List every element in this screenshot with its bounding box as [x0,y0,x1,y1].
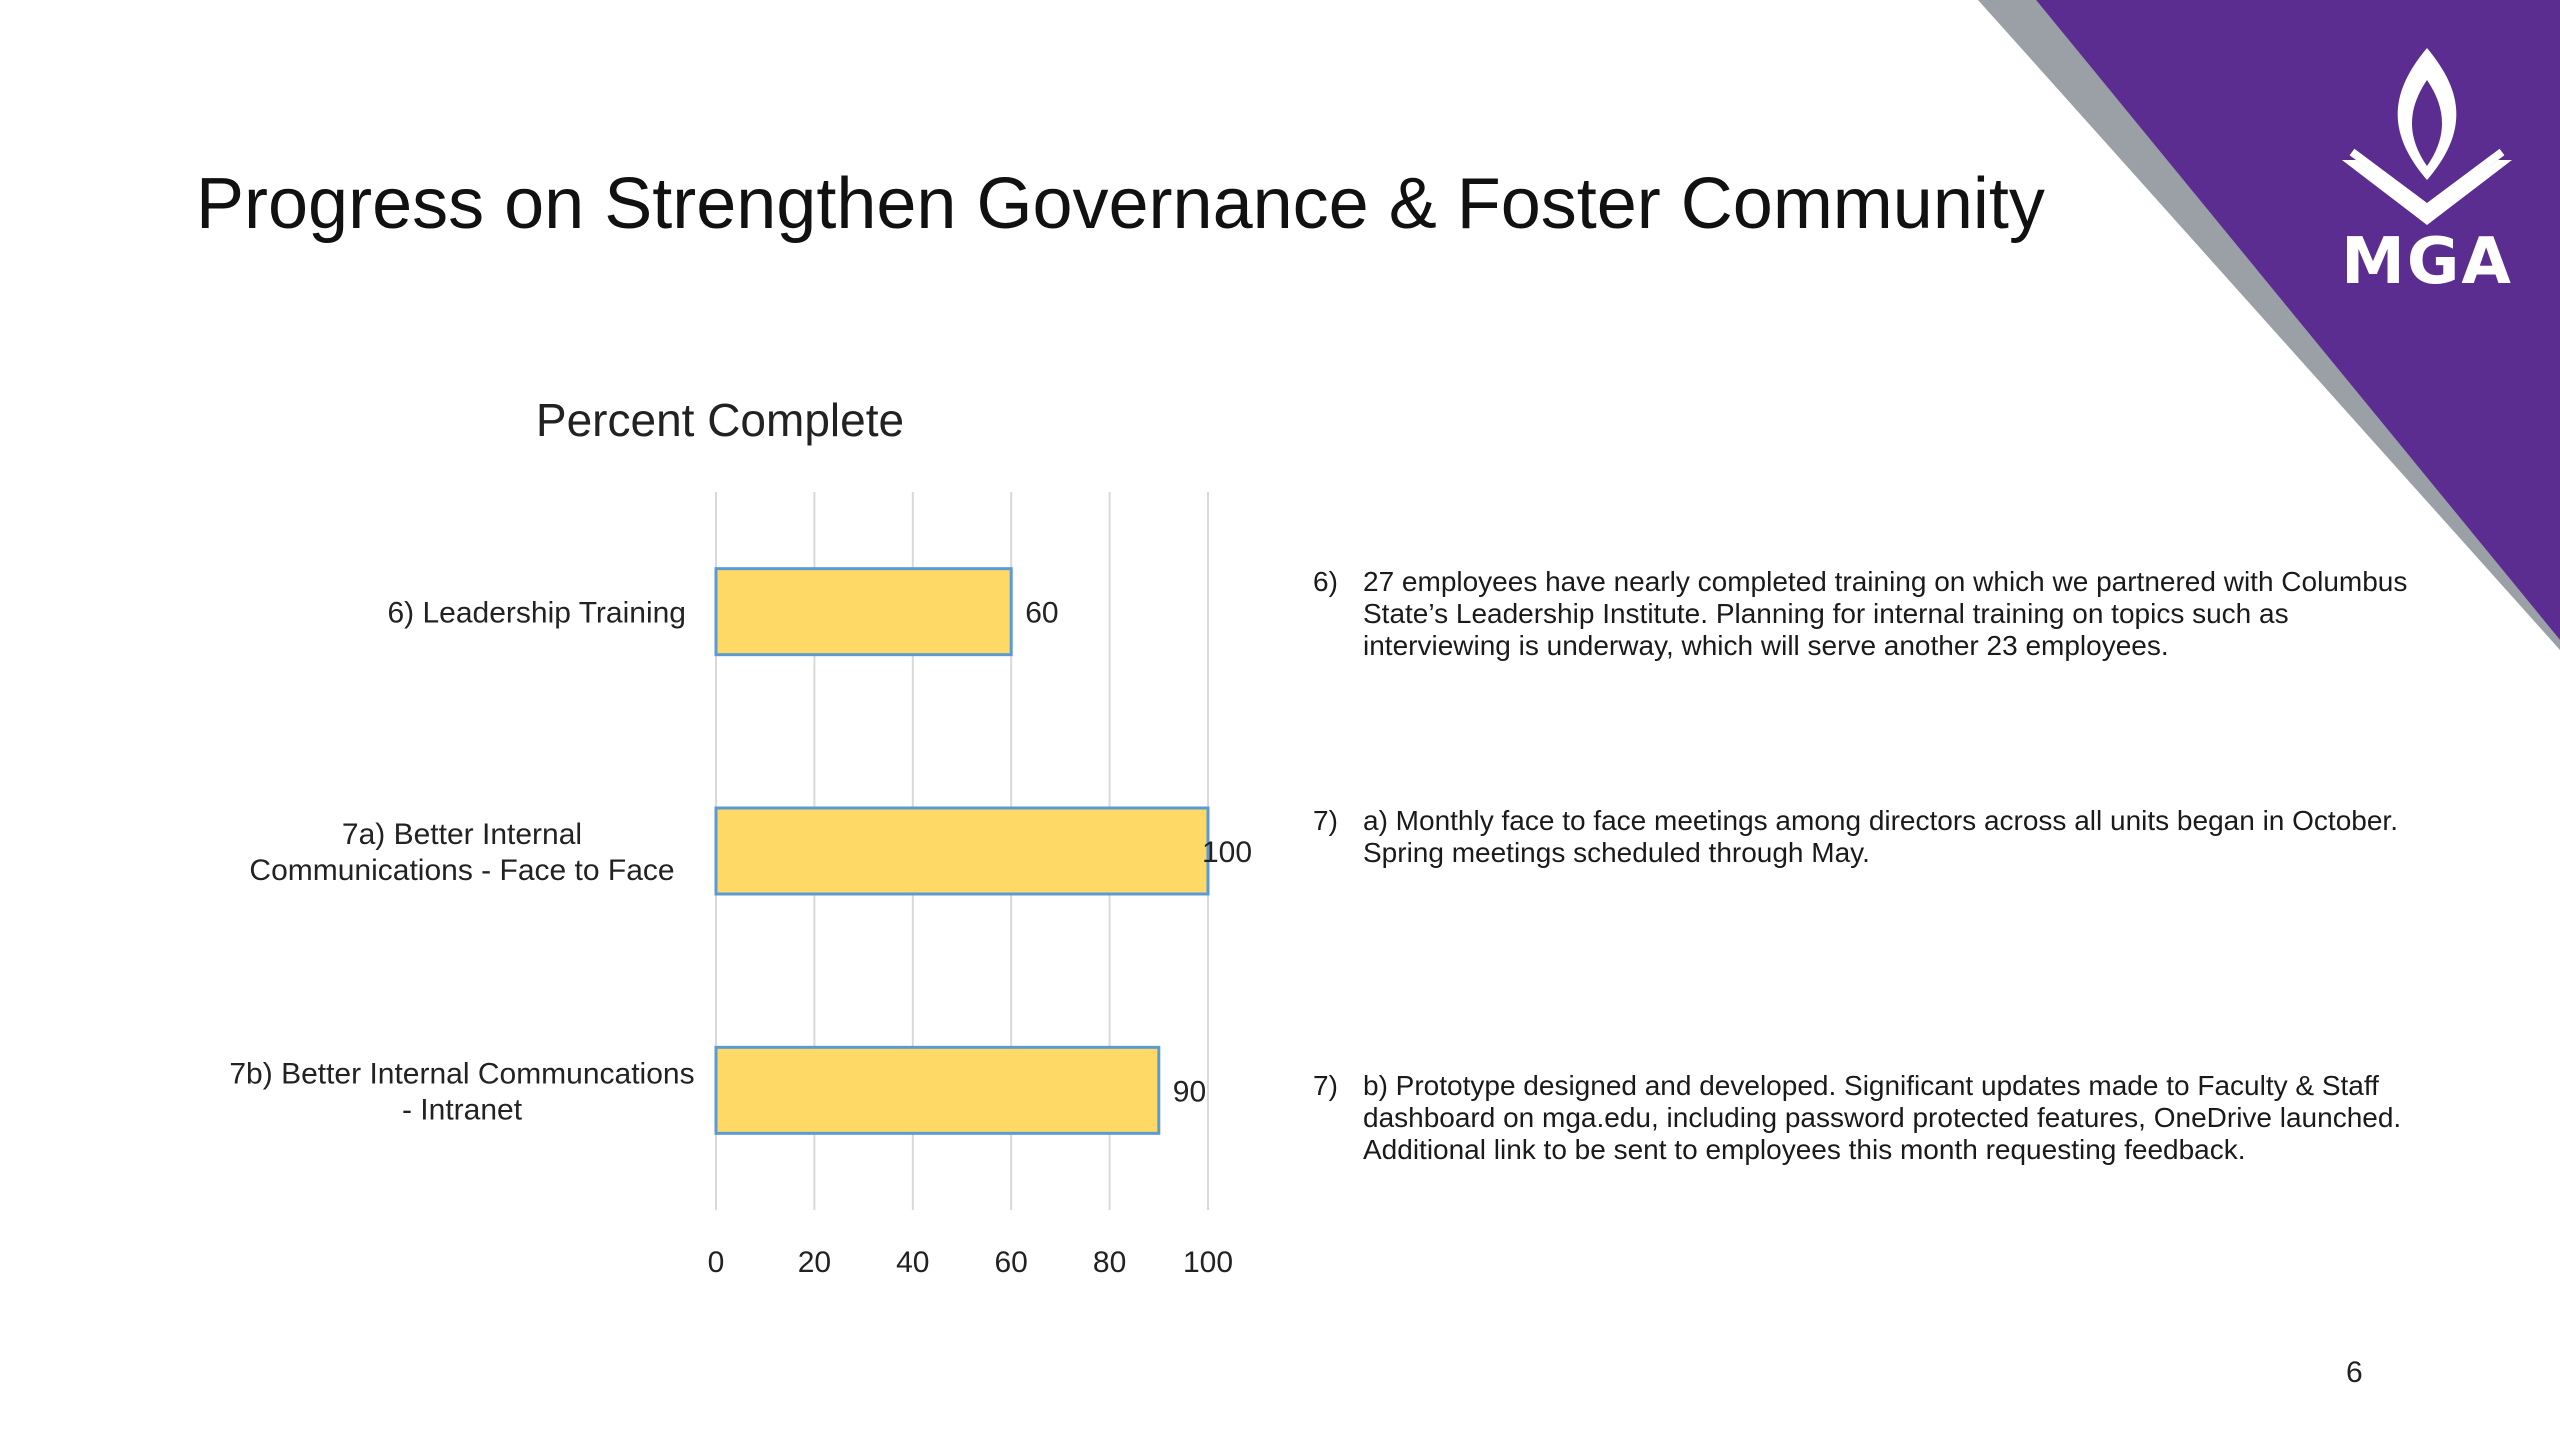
note-number: 6) [1313,566,1338,597]
data-label: 90 [1173,1075,1206,1108]
category-label-line: 7b) Better Internal Communcations [229,1057,694,1090]
x-tick-label: 0 [708,1246,725,1279]
x-tick-label: 40 [896,1246,929,1279]
x-tick-label: 60 [995,1246,1028,1279]
data-label: 60 [1025,597,1058,630]
logo-text: MGA [2341,225,2513,299]
note-text: b) Prototype designed and developed. Sig… [1363,1070,2402,1165]
category-label-line: Communications - Face to Face [249,854,674,887]
slide-title: Progress on Strengthen Governance & Fost… [196,164,2045,244]
note-text: 27 employees have nearly completed train… [1363,566,2408,661]
note-number: 7) [1313,805,1338,836]
data-label: 100 [1202,836,1252,869]
category-label-line: 7a) Better Internal [342,818,582,851]
note-number: 7) [1313,1070,1338,1101]
bar [714,1045,1161,1135]
page-number: 6 [2346,1356,2363,1389]
category-label: 7b) Better Internal Communcations - Intra… [229,1057,694,1126]
x-tick-label: 100 [1183,1246,1233,1279]
flame-book-icon [2342,48,2512,225]
bar-chart: Percent Complete 0 20 40 60 80 100 60 6) Leaders… [229,394,1252,1279]
category-label: 6) Leadership Training [387,597,686,630]
category-label-line: 6) Leadership Training [387,597,686,630]
bar [714,806,1210,896]
x-tick-label: 20 [798,1246,831,1279]
category-label-line: - Intranet [402,1093,523,1126]
mga-logo: MGA [2332,40,2522,310]
bar [714,567,1013,657]
category-label: 7a) Better Internal Communications - Face… [249,818,674,887]
x-tick-label: 80 [1093,1246,1126,1279]
note-text: a) Monthly face to face meetings among d… [1363,805,2398,868]
chart-title: Percent Complete [536,394,904,446]
